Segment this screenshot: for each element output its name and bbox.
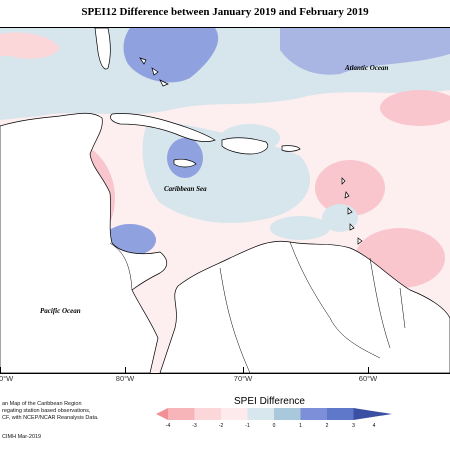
caribbean-sea-label: Caribbean Sea <box>164 185 207 193</box>
cbar-segment <box>194 408 221 420</box>
credit-line-3: CF, with NCEP/NCAR Reanalysis Data. <box>2 415 99 421</box>
negative-region-east-atlantic <box>380 90 450 126</box>
legend-label: -3 <box>192 423 197 429</box>
positive-region-jamaica <box>167 138 203 178</box>
legend-title: SPEI Difference <box>234 396 305 407</box>
cbar-segment <box>300 408 327 420</box>
legend-label: -4 <box>165 423 171 429</box>
puerto-rico-land <box>281 145 301 152</box>
atlantic-ocean-label: Atlantic Ocean <box>345 64 389 72</box>
lesser-antilles-land <box>341 177 363 245</box>
border-venezuela-colombia <box>289 241 381 359</box>
credit-line-1: an Map of the Caribbean Region <box>2 401 82 407</box>
florida-land <box>94 28 111 70</box>
cbar-segment <box>247 408 274 420</box>
tick-label-70w: 70°W <box>233 374 253 383</box>
cbar-arrow-left <box>156 408 168 420</box>
map-title: SPEI12 Difference between January 2019 a… <box>81 6 369 18</box>
cbar-segment <box>168 408 195 420</box>
cbar-segment <box>221 408 248 420</box>
color-bar <box>156 408 392 420</box>
tick-60w <box>368 367 369 373</box>
tick-80w <box>125 367 126 373</box>
cuba-land <box>110 113 216 142</box>
border-colombia-ecuador <box>219 267 251 373</box>
credit-line-2: regating station based observations, <box>2 408 91 414</box>
map-area: Atlantic Ocean Caribbean Sea Pacific Oce… <box>0 27 450 374</box>
positive-region-bahamas <box>123 28 219 83</box>
cbar-segment <box>327 408 354 420</box>
jamaica-land <box>173 158 197 168</box>
border-central-america <box>109 242 133 291</box>
tick-70w <box>243 367 244 373</box>
cbar-arrow-right <box>353 408 392 420</box>
legend-label: 4 <box>372 423 376 429</box>
legend-label: 1 <box>299 423 302 429</box>
tick-90w <box>0 367 1 373</box>
spei-map <box>0 28 450 373</box>
bahamas-land <box>139 57 169 87</box>
hispaniola-land <box>221 137 269 155</box>
cbar-segment <box>274 408 301 420</box>
negative-region-gulf <box>0 32 60 59</box>
legend-label: 3 <box>352 423 355 429</box>
legend-label: -2 <box>218 423 224 429</box>
tick-label-80w: 80°W <box>115 374 135 383</box>
border-guyana-suriname <box>399 287 406 329</box>
tick-label-90w: 90°W <box>0 374 14 383</box>
border-venezuela-guyana <box>369 257 391 349</box>
legend-label: 0 <box>272 423 276 429</box>
credit-line-4: CIMH Mar-2019 <box>2 434 42 440</box>
land-masses <box>0 28 450 373</box>
pacific-ocean-label: Pacific Ocean <box>40 307 81 315</box>
legend-label: 2 <box>325 423 329 429</box>
legend-label: -1 <box>245 423 250 429</box>
positive-region-atlantic <box>280 28 450 75</box>
country-borders <box>109 241 406 373</box>
tick-label-60w: 60°W <box>358 374 378 383</box>
central-america-land <box>0 112 168 373</box>
negative-region-antilles <box>315 160 385 216</box>
positive-region-venezuela-coast <box>270 216 330 240</box>
